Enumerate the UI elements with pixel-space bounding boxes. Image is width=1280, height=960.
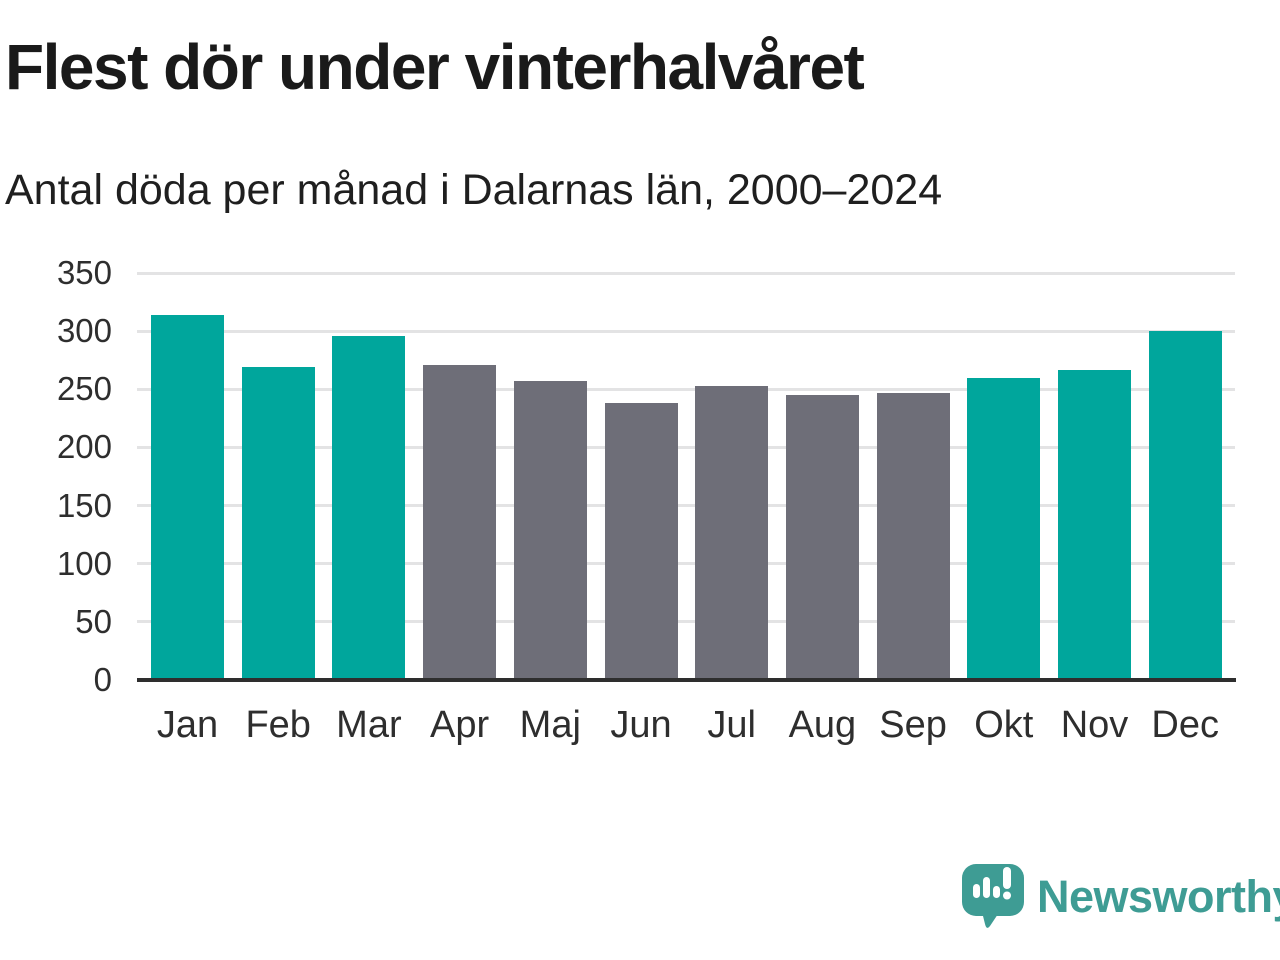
bar-apr bbox=[423, 364, 497, 678]
y-tick-label-0: 0 bbox=[93, 661, 112, 698]
bar-sep bbox=[876, 392, 950, 678]
chart-subtitle: Antal döda per månad i Dalarnas län, 200… bbox=[5, 166, 943, 214]
y-tick-label-250: 250 bbox=[56, 370, 112, 408]
x-tick-label-sep: Sep bbox=[879, 704, 947, 746]
x-tick-label-apr: Apr bbox=[430, 704, 490, 746]
bar-nov bbox=[1058, 369, 1131, 678]
x-tick-label-maj: Maj bbox=[519, 704, 581, 746]
y-tick-label-350: 350 bbox=[56, 254, 112, 291]
bar-feb bbox=[241, 367, 315, 678]
y-tick-label-200: 200 bbox=[56, 428, 112, 466]
gridline-200 bbox=[137, 445, 1235, 449]
gridline-50 bbox=[137, 620, 1235, 624]
bar-aug bbox=[785, 395, 859, 678]
x-tick-label-jan: Jan bbox=[156, 704, 219, 746]
gridline-100 bbox=[137, 562, 1235, 566]
gridline-300 bbox=[137, 329, 1235, 333]
bar-jan bbox=[151, 314, 224, 678]
bar-mar bbox=[332, 335, 406, 678]
y-tick-label-300: 300 bbox=[56, 312, 112, 350]
newsworthy-logo-text: Newsworthy bbox=[1037, 871, 1280, 922]
chart-title: Flest dör under vinterhalvåret bbox=[5, 31, 865, 103]
x-tick-label-jun: Jun bbox=[610, 704, 672, 746]
gridline-250 bbox=[137, 387, 1235, 391]
bar-dec bbox=[1148, 331, 1222, 678]
y-tick-label-150: 150 bbox=[56, 486, 112, 524]
y-tick-label-100: 100 bbox=[56, 544, 112, 582]
x-tick-label-jul: Jul bbox=[707, 704, 756, 746]
y-tick-label-50: 50 bbox=[75, 602, 112, 640]
bar-maj bbox=[513, 381, 587, 678]
x-tick-label-dec: Dec bbox=[1151, 704, 1219, 746]
x-tick-label-nov: Nov bbox=[1060, 704, 1129, 746]
bar-okt bbox=[967, 377, 1041, 678]
x-tick-label-okt: Okt bbox=[974, 704, 1034, 746]
bar-jul bbox=[695, 385, 769, 678]
x-axis-line bbox=[137, 678, 1236, 682]
newsworthy-logo: Newsworthy bbox=[962, 864, 1280, 930]
gridline-150 bbox=[137, 504, 1235, 508]
x-tick-label-feb: Feb bbox=[245, 704, 311, 746]
newsworthy-speech-bubble-icon bbox=[962, 864, 1024, 928]
gridline-350 bbox=[137, 271, 1235, 275]
x-tick-label-aug: Aug bbox=[788, 704, 857, 746]
bar-jun bbox=[604, 403, 678, 678]
x-tick-label-mar: Mar bbox=[336, 704, 402, 746]
